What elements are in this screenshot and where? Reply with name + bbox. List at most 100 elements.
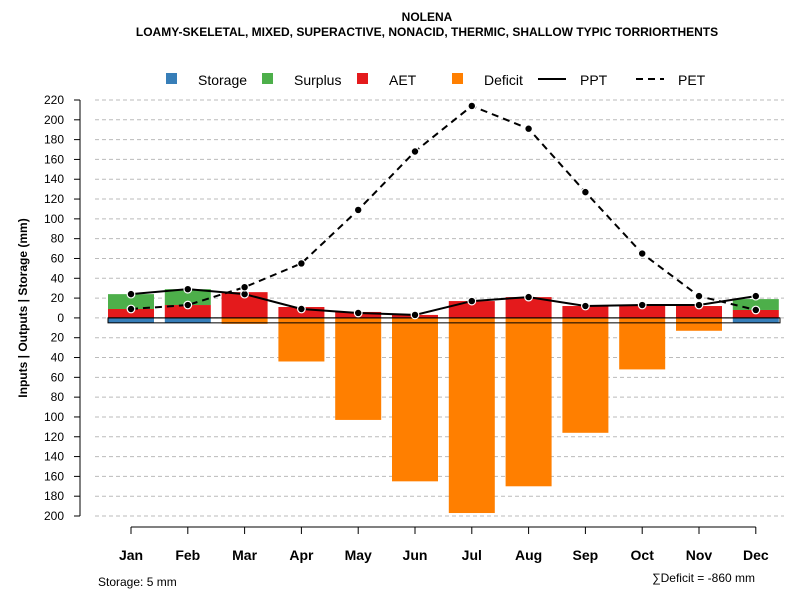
ppt-point [410, 310, 420, 320]
y-axis-label: Inputs | Outputs | Storage (mm) [16, 218, 30, 397]
legend-swatch [262, 73, 273, 84]
x-tick-label: Jul [462, 547, 482, 563]
x-axis: Jan Feb Mar Apr May Jun Jul Aug Sep Oct Nov Dec [119, 526, 769, 563]
y-tick-label: 120 [44, 430, 64, 444]
y-tick-label: 100 [44, 212, 64, 226]
y-tick-label: 60 [51, 370, 65, 384]
aet-bar [448, 301, 495, 318]
pet-point [353, 205, 363, 215]
pet-point [183, 300, 193, 310]
y-tick-label: 160 [44, 152, 64, 166]
series-lines [126, 101, 761, 320]
y-tick-label: 80 [51, 232, 65, 246]
bars [107, 289, 781, 514]
ppt-point [183, 284, 193, 294]
ppt-point [353, 308, 363, 318]
legend: Storage Surplus AET Deficit PPT PET [166, 72, 706, 88]
pet-point [751, 305, 761, 315]
deficit-bar [676, 317, 722, 331]
pet-point [297, 259, 306, 268]
deficit-bar [335, 317, 382, 420]
pet-point [240, 282, 250, 292]
x-tick-label: Feb [175, 547, 200, 563]
y-tick-label: 40 [51, 351, 65, 365]
x-tick-label: Oct [631, 547, 655, 563]
aet-bar [505, 297, 552, 318]
legend-label: AET [389, 72, 417, 88]
y-tick-label: 0 [57, 311, 64, 325]
pet-point [694, 291, 704, 301]
deficit-bar [505, 317, 552, 487]
aet-bar [619, 305, 666, 318]
storage-bar [108, 317, 154, 323]
legend-swatch [166, 73, 177, 84]
legend-label: Deficit [484, 72, 523, 88]
x-tick-label: Jan [119, 547, 143, 563]
ppt-line [130, 288, 756, 316]
y-tick-label: 200 [44, 113, 64, 127]
ppt-point [467, 296, 477, 306]
y-tick-label: 220 [44, 93, 64, 107]
aet-bar [164, 305, 211, 318]
y-tick-label: 80 [51, 390, 65, 404]
x-tick-label: Nov [686, 547, 713, 563]
y-tick-label: 60 [51, 251, 65, 265]
y-tick-label: 180 [44, 489, 64, 503]
y-tick-label: 140 [44, 172, 64, 186]
x-tick-label: Dec [743, 547, 769, 563]
aet-bar [108, 308, 154, 318]
ppt-point [524, 292, 533, 302]
deficit-bar [278, 317, 325, 362]
pet-point [524, 124, 533, 134]
deficit-bar [619, 317, 666, 370]
y-tick-label: 180 [44, 133, 64, 147]
legend-swatch [452, 73, 463, 84]
y-tick-label: 200 [44, 509, 64, 523]
storage-bar [164, 317, 211, 323]
x-tick-label: May [345, 547, 372, 563]
ppt-point [581, 301, 590, 311]
legend-label: PET [678, 72, 706, 88]
y-tick-label: 40 [51, 271, 65, 285]
deficit-bar [392, 317, 438, 482]
pet-point [126, 304, 136, 314]
y-tick-label: 120 [44, 192, 64, 206]
x-tick-label: Apr [289, 547, 314, 563]
surplus-bar [164, 289, 211, 306]
surplus-bar [732, 299, 779, 310]
legend-swatch [357, 73, 368, 84]
y-tick-label: 20 [51, 331, 65, 345]
storage-annotation: Storage: 5 mm [98, 575, 177, 589]
y-tick-label: 100 [44, 410, 64, 424]
pet-line [130, 104, 757, 311]
y-tick-label: 140 [44, 450, 64, 464]
aet-bar [562, 306, 609, 318]
legend-label: PPT [580, 72, 608, 88]
pet-point [581, 187, 590, 197]
x-tick-label: Mar [232, 547, 257, 563]
pet-point [410, 147, 420, 156]
pet-point [467, 101, 477, 111]
ppt-point [637, 300, 647, 310]
x-tick-label: Jun [403, 547, 428, 563]
aet-bar [676, 306, 722, 318]
deficit-bar [448, 317, 495, 514]
deficit-annotation: ∑Deficit = -860 mm [652, 571, 755, 585]
surplus-bar [108, 294, 154, 309]
x-tick-label: Sep [573, 547, 599, 563]
ppt-point [694, 300, 704, 310]
deficit-bar [562, 317, 609, 433]
y-tick-label: 160 [44, 469, 64, 483]
ppt-point [126, 289, 136, 299]
chart-title: NOLENA [402, 10, 453, 24]
ppt-point [297, 304, 306, 314]
x-tick-label: Aug [515, 547, 542, 563]
legend-label: Surplus [294, 72, 341, 88]
ppt-point [751, 291, 761, 301]
pet-point [637, 249, 647, 258]
y-tick-label: 20 [51, 291, 65, 305]
storage-bar [732, 317, 779, 323]
legend-label: Storage [198, 72, 247, 88]
deficit-bar [221, 317, 268, 324]
